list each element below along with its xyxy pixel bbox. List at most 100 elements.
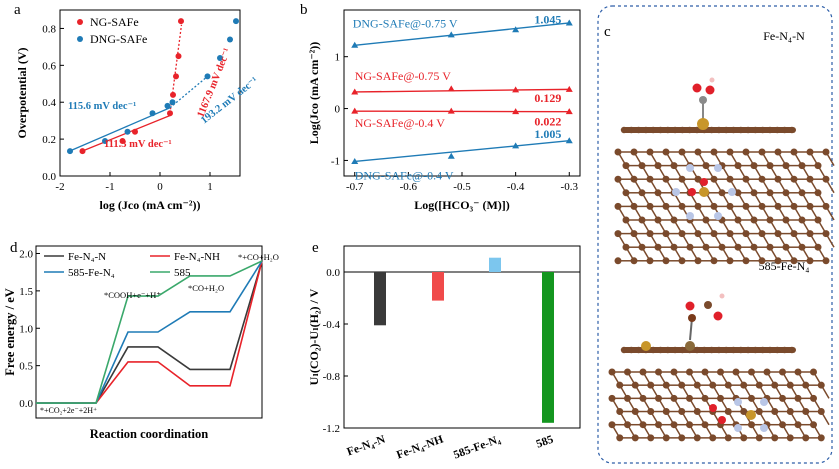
plot-frame [343, 245, 581, 429]
carbon-atom [679, 126, 686, 134]
y-axis-title: Log(Jco (mA cm⁻²)) [307, 42, 321, 145]
bond [825, 233, 835, 248]
carbon-atom [744, 126, 752, 134]
data-point-blue [67, 148, 73, 155]
oxygen-atom [692, 83, 702, 93]
x-tick-label: 0 [157, 181, 163, 193]
slope-label: 1.045 [534, 13, 561, 27]
x-tick-label: -0.4 [507, 181, 525, 193]
x-tick-label: -1 [105, 181, 114, 193]
category-label: Fe-N₄-N [345, 433, 387, 458]
data-point [512, 86, 520, 93]
carbon-atom [822, 257, 830, 265]
carbon-atom [817, 434, 825, 442]
carbon-atom [642, 126, 650, 134]
carbon-atom [715, 346, 723, 354]
carbon-atom [628, 346, 635, 354]
data-point [565, 137, 573, 144]
data-point-blue [149, 110, 156, 117]
x-tick-label: -0.6 [400, 181, 418, 193]
carbon-atom [708, 126, 715, 134]
data-point-blue [169, 99, 176, 106]
carbon-atom [699, 96, 707, 104]
carbon-atom [657, 126, 664, 134]
series-label: DNG-SAFe@-0.75 V [353, 16, 458, 30]
legend-label: 585 [174, 267, 191, 279]
carbon-atom [671, 346, 679, 354]
data-point [512, 142, 520, 149]
carbon-atom [788, 126, 796, 134]
panel-label: d [10, 240, 18, 256]
data-point [351, 157, 359, 164]
carbon-atom [766, 346, 774, 354]
fit-line [354, 110, 570, 113]
data-point-red [167, 110, 173, 117]
carbon-atom [650, 346, 657, 354]
oxygen-atom [709, 404, 717, 412]
data-point-blue [217, 54, 223, 61]
y-tick-label: 1.5 [19, 286, 33, 298]
panel-e-chart: e 0.0 -0.4 -0.8 -1.2 Uₗ(CO₂)-Uₗ(H₂) / V Fe-N₄-… [307, 240, 581, 462]
y-axis-title: Free energy / eV [3, 288, 17, 376]
nitrogen-atom [714, 164, 722, 172]
fit-line [354, 88, 570, 93]
carbon-atom [657, 346, 664, 354]
carbon-atom [650, 126, 657, 134]
data-point-red [119, 137, 126, 144]
oxygen-atom [713, 311, 723, 321]
carbon-atom [679, 346, 686, 354]
data-point [565, 19, 573, 26]
carbon-atom [759, 126, 766, 134]
panel-label: b [300, 2, 308, 18]
carbon-atom [620, 126, 628, 134]
nitrogen-atom [686, 212, 694, 220]
data-point-blue [164, 102, 171, 109]
bond [820, 411, 830, 426]
category-label: 585 [535, 433, 556, 450]
legend-label: 585-Fe-N₄ [68, 267, 115, 279]
carbon-atom [730, 126, 737, 134]
data-point [447, 31, 455, 38]
carbon-atom [781, 346, 788, 354]
plot-frame [35, 245, 263, 419]
data-point-red [170, 91, 176, 98]
panel-b-chart: b -0.7 -0.6 -0.5 -0.4 -0.3 -1 0 1 Log([HCO₃⁻ (M)]… [300, 2, 581, 212]
fit-line-blue-high [169, 75, 208, 109]
nitrogen-atom [760, 424, 768, 432]
y-tick-label: 0.0 [19, 398, 33, 410]
panel-label: e [312, 240, 319, 256]
oxygen-atom [685, 301, 695, 311]
carbon-atom [686, 126, 693, 134]
annotation-tafel: 111.3 mV dec⁻¹ [104, 139, 172, 150]
carbon-atom [635, 126, 642, 134]
carbon-atom [693, 126, 701, 134]
carbon-atom [704, 301, 712, 309]
carbon-atom [664, 126, 671, 134]
bar [374, 272, 386, 326]
x-tick-label: -0.5 [453, 181, 471, 193]
data-point [447, 107, 455, 114]
oxygen-atom [688, 188, 696, 196]
data-point-blue [124, 128, 131, 135]
bond [820, 384, 830, 399]
data-point-blue [102, 137, 108, 144]
y-axis-title: Overpotential (V) [15, 48, 29, 139]
carbon-atom [774, 126, 781, 134]
carbon-atom [693, 346, 701, 354]
y-tick-label: 0.0 [326, 267, 340, 279]
fe-atom [641, 341, 651, 351]
data-point-red [178, 18, 184, 25]
fit-line-red-high [169, 24, 183, 114]
nitrogen-atom [728, 188, 736, 196]
slope-label: 1.005 [534, 127, 561, 141]
legend-marker-red [77, 19, 83, 25]
oxygen-atom [705, 85, 715, 95]
carbon-atom [774, 346, 781, 354]
y-tick-label: 2.0 [19, 248, 33, 260]
energy-profile-line [36, 260, 263, 404]
fit-line [354, 22, 570, 46]
legend-label: Fe-N₄-N [68, 251, 106, 263]
y-tick-label: 0.2 [42, 134, 56, 146]
fit-line [354, 140, 570, 163]
carbon-atom [766, 126, 774, 134]
